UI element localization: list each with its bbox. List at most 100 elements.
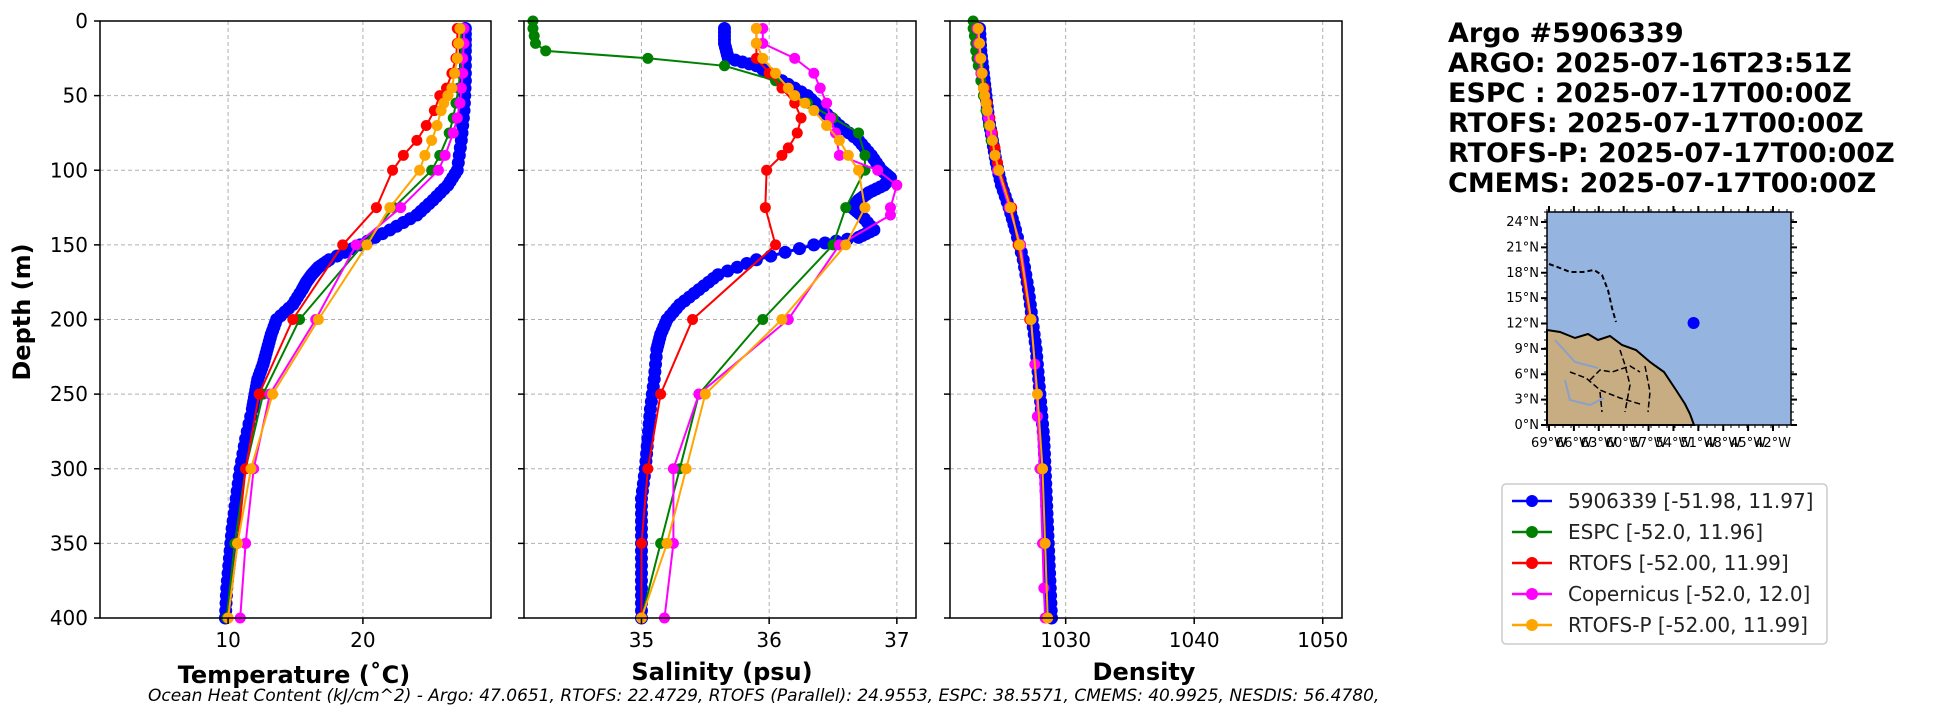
temperature-point-argo bbox=[226, 514, 240, 528]
temperature-line-argo bbox=[223, 28, 467, 619]
density-point-rtofs_p bbox=[1013, 239, 1025, 251]
density-point-argo bbox=[1028, 335, 1042, 349]
map-lon-label: 51°W bbox=[1680, 436, 1716, 451]
density-point-rtofs_p bbox=[1031, 388, 1043, 400]
salinity-point-rtofs_p bbox=[782, 82, 794, 94]
salinity-point-rtofs_p bbox=[859, 202, 871, 214]
x-tick-label: 1050 bbox=[1297, 628, 1348, 652]
salinity-point-rtofs bbox=[795, 112, 807, 124]
density-point-rtofs_p bbox=[993, 164, 1005, 176]
salinity-point-argo bbox=[697, 279, 711, 293]
salinity-point-espc bbox=[840, 202, 852, 214]
salinity-point-rtofs_p bbox=[750, 37, 762, 49]
salinity-point-espc bbox=[859, 149, 871, 161]
temperature-point-copernicus bbox=[350, 239, 362, 251]
temperature-point-copernicus bbox=[439, 149, 451, 161]
title-line-5: RTOFS-P: 2025-07-17T00:00Z bbox=[1448, 138, 1895, 169]
salinity-point-rtofs_p bbox=[799, 97, 811, 109]
density-point-rtofs_p bbox=[984, 119, 996, 131]
temperature-point-rtofs_p bbox=[312, 314, 324, 325]
x-tick-label: 35 bbox=[629, 628, 654, 652]
density-point-rtofs_p bbox=[1004, 202, 1016, 214]
temperature-point-copernicus bbox=[395, 202, 407, 214]
legend-item-rtofs: RTOFS [-52.00, 11.99] bbox=[1512, 551, 1789, 575]
temperature-point-rtofs_p bbox=[267, 388, 279, 400]
temperature-point-copernicus bbox=[447, 127, 459, 139]
temperature-point-rtofs_p bbox=[245, 463, 257, 475]
y-tick-label: 200 bbox=[50, 308, 88, 332]
legend-marker bbox=[1526, 588, 1538, 600]
map-rivers bbox=[1554, 339, 1605, 407]
salinity-point-rtofs bbox=[759, 202, 771, 214]
salinity-point-espc bbox=[757, 314, 769, 325]
salinity-point-argo bbox=[721, 264, 735, 278]
legend-item-espc: ESPC [-52.0, 11.96] bbox=[1512, 520, 1763, 544]
salinity-point-rtofs bbox=[761, 164, 773, 176]
title-line-6: CMEMS: 2025-07-17T00:00Z bbox=[1448, 168, 1876, 199]
map-lon-label: 69°W bbox=[1531, 436, 1567, 451]
salinity-point-rtofs_p bbox=[750, 22, 762, 34]
temperature-point-copernicus bbox=[454, 97, 466, 109]
density-point-rtofs_p bbox=[1037, 463, 1049, 475]
salinity-point-rtofs_p bbox=[808, 105, 820, 117]
salinity-point-rtofs_p bbox=[699, 388, 711, 400]
map-lon-label: 45°W bbox=[1730, 436, 1766, 451]
salinity-point-argo bbox=[634, 514, 648, 528]
salinity-point-copernicus bbox=[833, 149, 845, 161]
y-tick-label: 100 bbox=[50, 158, 88, 182]
salinity-panel: 35 36 37 bbox=[518, 15, 917, 652]
density-point-rtofs_p bbox=[986, 134, 998, 146]
legend-label: RTOFS-P [-52.00, 11.99] bbox=[1568, 613, 1808, 637]
density-point-rtofs_p bbox=[972, 22, 984, 34]
salinity-point-copernicus bbox=[891, 179, 903, 191]
temperature-point-rtofs bbox=[253, 388, 265, 400]
temperature-point-rtofs bbox=[337, 239, 349, 251]
y-tick-label: 350 bbox=[50, 531, 88, 555]
density-point-rtofs_p bbox=[1025, 314, 1037, 325]
float-position-marker bbox=[1687, 317, 1700, 330]
density-point-rtofs_p bbox=[974, 37, 986, 49]
salinity-point-rtofs bbox=[770, 239, 782, 251]
density-point-rtofs_p bbox=[989, 149, 1001, 161]
temperature-point-copernicus bbox=[432, 164, 444, 176]
temperature-point-rtofs_p bbox=[435, 105, 447, 117]
salinity-point-rtofs bbox=[635, 537, 647, 549]
map-lat-label: 12°N bbox=[1506, 317, 1539, 332]
salinity-axis-label: Salinity (psu) bbox=[631, 658, 812, 686]
x-tick-label: 37 bbox=[884, 628, 909, 652]
map-antilles-coast bbox=[1548, 263, 1617, 323]
temperature-line-espc bbox=[225, 28, 463, 619]
salinity-point-rtofs_p bbox=[661, 537, 673, 549]
legend-item-argo: 5906339 [-51.98, 11.97] bbox=[1512, 489, 1813, 513]
map-lat-label: 3°N bbox=[1515, 393, 1540, 408]
x-tick-label: 10 bbox=[215, 628, 240, 652]
temperature-point-rtofs_p bbox=[384, 202, 396, 214]
salinity-point-argo bbox=[644, 395, 658, 409]
temperature-point-copernicus bbox=[455, 82, 467, 94]
salinity-point-rtofs_p bbox=[776, 314, 788, 325]
temperature-point-rtofs_p bbox=[419, 149, 431, 161]
density-point-rtofs_p bbox=[981, 105, 993, 117]
map-frame bbox=[1546, 211, 1792, 426]
temperature-point-rtofs_p bbox=[414, 164, 426, 176]
salinity-point-copernicus bbox=[667, 463, 679, 475]
salinity-point-rtofs_p bbox=[789, 90, 801, 102]
temperature-point-copernicus bbox=[457, 67, 469, 79]
legend-marker bbox=[1526, 495, 1538, 507]
salinity-point-rtofs_p bbox=[680, 463, 692, 475]
temperature-point-rtofs_p bbox=[431, 119, 443, 131]
salinity-point-copernicus bbox=[884, 209, 896, 221]
temperature-point-argo bbox=[414, 204, 428, 218]
y-tick-label: 400 bbox=[50, 606, 88, 630]
y-tick-label: 50 bbox=[63, 84, 88, 108]
temperature-point-rtofs bbox=[397, 149, 409, 161]
legend-marker bbox=[1526, 526, 1538, 538]
map-lon-label: 60°W bbox=[1606, 436, 1642, 451]
temperature-point-rtofs_p bbox=[449, 67, 461, 79]
map-lat-label: 6°N bbox=[1515, 367, 1540, 382]
temperature-point-copernicus bbox=[240, 537, 252, 549]
y-tick-label: 250 bbox=[50, 382, 88, 406]
map-lon-label: 57°W bbox=[1631, 436, 1667, 451]
density-axis-label: Density bbox=[1093, 658, 1196, 686]
